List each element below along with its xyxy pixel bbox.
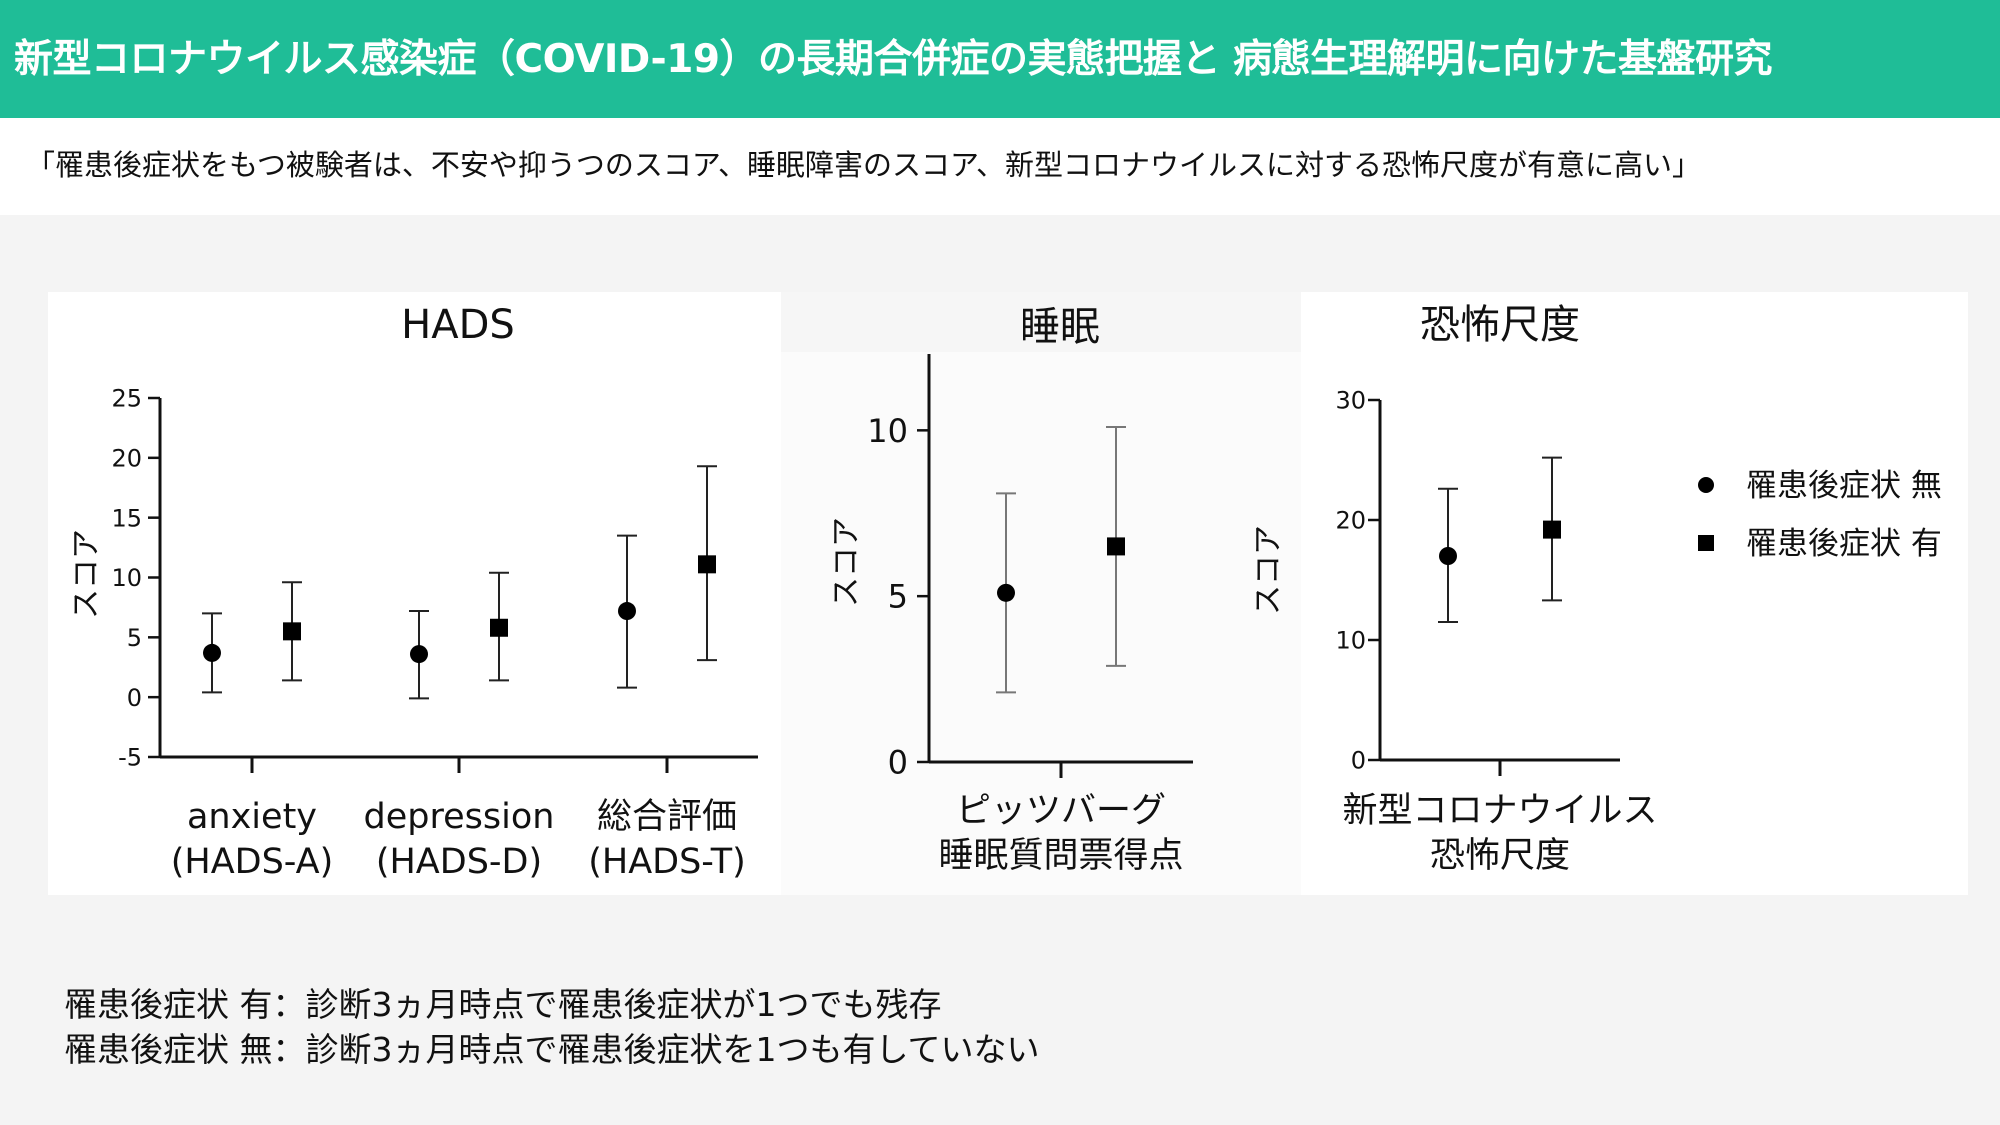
subtitle-bar: 「罹患後症状をもつ被験者は、不安や抑うつのスコア、睡眠障害のスコア、新型コロナウ… <box>0 118 2000 215</box>
chart-panel: HADS -5 0 5 10 15 20 25 スコア anxiety (HADS-A) depres… <box>48 292 1968 895</box>
data-point-circle <box>410 645 428 664</box>
chart-1: HADS -5 0 5 10 15 20 25 スコア anxiety (HADS-A) depres… <box>69 302 758 882</box>
data-point-square <box>698 555 716 574</box>
y-axis-label: スコア <box>829 517 864 607</box>
y-tick-label: -5 <box>118 744 142 772</box>
data-point-square <box>283 622 301 641</box>
y-axis-label: スコア <box>1251 525 1286 615</box>
y-tick-label: 0 <box>888 744 908 782</box>
y-tick-label: 15 <box>111 504 142 532</box>
chart-title: 恐怖尺度 <box>1420 302 1580 348</box>
x-tick-label: depression <box>364 797 555 837</box>
page-title: 新型コロナウイルス感染症（COVID-19）の長期合併症の実態把握と 病態生理解… <box>14 37 1773 82</box>
charts-svg: HADS -5 0 5 10 15 20 25 スコア anxiety (HADS-A) depres… <box>69 292 1942 895</box>
data-point-circle <box>618 602 636 621</box>
y-tick-label: 25 <box>111 385 142 413</box>
header-bar: 新型コロナウイルス感染症（COVID-19）の長期合併症の実態把握と 病態生理解… <box>0 0 2000 118</box>
x-tick-label: 新型コロナウイルス <box>1342 791 1657 831</box>
x-tick-label: (HADS-A) <box>171 842 334 882</box>
legend-label: 罹患後症状 有 <box>1746 526 1942 562</box>
data-point-square <box>1107 537 1125 556</box>
x-tick-label: 総合評価 <box>597 797 737 837</box>
sleep-title-bg <box>781 292 1301 352</box>
legend-marker-square <box>1698 535 1714 551</box>
x-tick-label: (HADS-D) <box>376 842 542 882</box>
x-tick-label: (HADS-T) <box>588 842 746 882</box>
y-tick-label: 20 <box>1335 507 1366 535</box>
y-tick-label: 5 <box>888 578 908 616</box>
y-tick-label: 10 <box>111 564 142 592</box>
data-point-circle <box>997 583 1015 602</box>
y-tick-label: 10 <box>1335 627 1366 655</box>
footnote-present: 罹患後症状 有：診断3ヵ月時点で罹患後症状が1つでも残存 <box>64 985 942 1024</box>
chart-title: HADS <box>401 302 515 348</box>
x-tick-label: anxiety <box>187 797 317 837</box>
y-tick-label: 20 <box>111 444 142 472</box>
x-tick-label: 睡眠質問票得点 <box>938 836 1183 876</box>
y-tick-label: 5 <box>127 624 142 652</box>
y-tick-label: 0 <box>127 684 142 712</box>
y-axis-label: スコア <box>69 529 104 619</box>
footnotes: 罹患後症状 有：診断3ヵ月時点で罹患後症状が1つでも残存 罹患後症状 無：診断3… <box>64 982 1040 1072</box>
data-point-circle <box>203 643 221 662</box>
subtitle-text: 「罹患後症状をもつ被験者は、不安や抑うつのスコア、睡眠障害のスコア、新型コロナウ… <box>26 148 1702 182</box>
y-tick-label: 30 <box>1335 387 1366 415</box>
x-tick-label: ピッツバーグ <box>956 791 1166 831</box>
footnote-absent: 罹患後症状 無：診断3ヵ月時点で罹患後症状を1つも有していない <box>64 1030 1040 1069</box>
x-tick-label: 恐怖尺度 <box>1430 836 1570 876</box>
data-point-square <box>1543 520 1561 539</box>
data-point-square <box>490 618 508 637</box>
y-tick-label: 10 <box>867 412 908 450</box>
sleep-panel-bg <box>781 292 1301 895</box>
data-point-circle <box>1439 547 1457 565</box>
legend-label: 罹患後症状 無 <box>1746 468 1942 504</box>
legend-marker-circle <box>1698 477 1714 493</box>
y-tick-label: 0 <box>1351 747 1366 775</box>
chart-title: 睡眠 <box>1020 304 1100 350</box>
